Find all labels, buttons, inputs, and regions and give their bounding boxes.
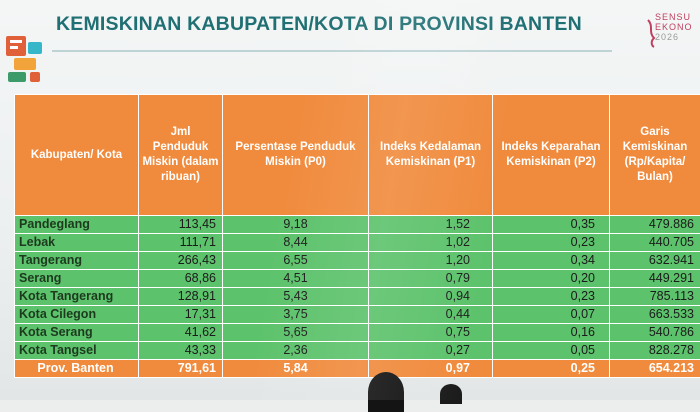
cell-kabupaten-kota: Kota Serang (15, 324, 139, 342)
cell-indeks-p2: 0,16 (493, 324, 610, 342)
cell-persentase-p0: 9,18 (223, 216, 369, 234)
chart-logo-icon (4, 30, 46, 86)
cell-persentase-p0: 8,44 (223, 234, 369, 252)
header-indeks-kedalaman-p1: Indeks Kedalaman Kemiskinan (P1) (369, 95, 493, 216)
header-garis-kemiskinan: Garis Kemiskinan (Rp/Kapita/ Bulan) (610, 95, 700, 216)
audience-head-silhouette (440, 384, 462, 404)
cell-indeks-p2: 0,05 (493, 342, 610, 360)
cell-persentase-p0: 5,43 (223, 288, 369, 306)
cell-indeks-p2: 0,23 (493, 288, 610, 306)
cell-indeks-p1: 0,94 (369, 288, 493, 306)
cell-indeks-p2: 0,07 (493, 306, 610, 324)
cell-indeks-p1: 0,79 (369, 270, 493, 288)
cell-indeks-p2: 0,20 (493, 270, 610, 288)
cell-jml-penduduk-miskin: 113,45 (139, 216, 223, 234)
cell-kabupaten-kota: Kota Cilegon (15, 306, 139, 324)
brand-line-3: 2026 (655, 32, 699, 42)
cell-indeks-p2: 0,34 (493, 252, 610, 270)
cell-jml-penduduk-miskin: 68,86 (139, 270, 223, 288)
cell-jml-penduduk-miskin: 43,33 (139, 342, 223, 360)
header-indeks-keparahan-p2: Indeks Keparahan Kemiskinan (P2) (493, 95, 610, 216)
poverty-table: Kabupaten/ Kota Jml Penduduk Miskin (dal… (14, 94, 700, 378)
cell-kabupaten-kota: Serang (15, 270, 139, 288)
header-kabupaten-kota: Kabupaten/ Kota (15, 95, 139, 216)
cell-garis-kemiskinan: 785.113 (610, 288, 700, 306)
cell-garis-kemiskinan: 540.786 (610, 324, 700, 342)
cell-jml-penduduk-miskin: 17,31 (139, 306, 223, 324)
cell-garis-kemiskinan: 479.886 (610, 216, 700, 234)
cell-persentase-p0: 5,65 (223, 324, 369, 342)
cell-indeks-p1: 0,44 (369, 306, 493, 324)
cell-indeks-p1: 1,02 (369, 234, 493, 252)
cell-persentase-p0: 4,51 (223, 270, 369, 288)
cell-indeks-p1: 1,52 (369, 216, 493, 234)
cell-garis-kemiskinan: 654.213 (610, 360, 700, 378)
census-brand-text: SENSU EKONO 2026 (655, 12, 699, 60)
cell-indeks-p2: 0,35 (493, 216, 610, 234)
cell-jml-penduduk-miskin: 791,61 (139, 360, 223, 378)
cell-kabupaten-kota: Pandeglang (15, 216, 139, 234)
cell-persentase-p0: 5,84 (223, 360, 369, 378)
cell-garis-kemiskinan: 828.278 (610, 342, 700, 360)
header-persentase-p0: Persentase Penduduk Miskin (P0) (223, 95, 369, 216)
title-divider (52, 50, 612, 52)
cell-jml-penduduk-miskin: 111,71 (139, 234, 223, 252)
slide-title: KEMISKINAN KABUPATEN/KOTA DI PROVINSI BA… (56, 4, 596, 44)
cell-garis-kemiskinan: 440.705 (610, 234, 700, 252)
cell-garis-kemiskinan: 449.291 (610, 270, 700, 288)
cell-indeks-p2: 0,25 (493, 360, 610, 378)
cell-kabupaten-kota: Lebak (15, 234, 139, 252)
cell-kabupaten-kota: Kota Tangerang (15, 288, 139, 306)
table-header-row: Kabupaten/ Kota Jml Penduduk Miskin (dal… (15, 95, 700, 216)
cell-indeks-p1: 0,27 (369, 342, 493, 360)
brand-line-2: EKONO (655, 22, 699, 32)
cell-jml-penduduk-miskin: 128,91 (139, 288, 223, 306)
cell-indeks-p1: 0,75 (369, 324, 493, 342)
cell-kabupaten-kota: Kota Tangsel (15, 342, 139, 360)
cell-persentase-p0: 2,36 (223, 342, 369, 360)
brand-line-1: SENSU (655, 12, 699, 22)
cell-jml-penduduk-miskin: 266,43 (139, 252, 223, 270)
cell-kabupaten-kota: Prov. Banten (15, 360, 139, 378)
audience-head-silhouette (368, 372, 404, 412)
presentation-slide: KEMISKINAN KABUPATEN/KOTA DI PROVINSI BA… (0, 0, 700, 400)
cell-indeks-p2: 0,23 (493, 234, 610, 252)
cell-persentase-p0: 3,75 (223, 306, 369, 324)
cell-garis-kemiskinan: 632.941 (610, 252, 700, 270)
header-jml-penduduk-miskin: Jml Penduduk Miskin (dalam ribuan) (139, 95, 223, 216)
cell-persentase-p0: 6,55 (223, 252, 369, 270)
cell-jml-penduduk-miskin: 41,62 (139, 324, 223, 342)
cell-kabupaten-kota: Tangerang (15, 252, 139, 270)
cell-indeks-p1: 1,20 (369, 252, 493, 270)
cell-garis-kemiskinan: 663.533 (610, 306, 700, 324)
